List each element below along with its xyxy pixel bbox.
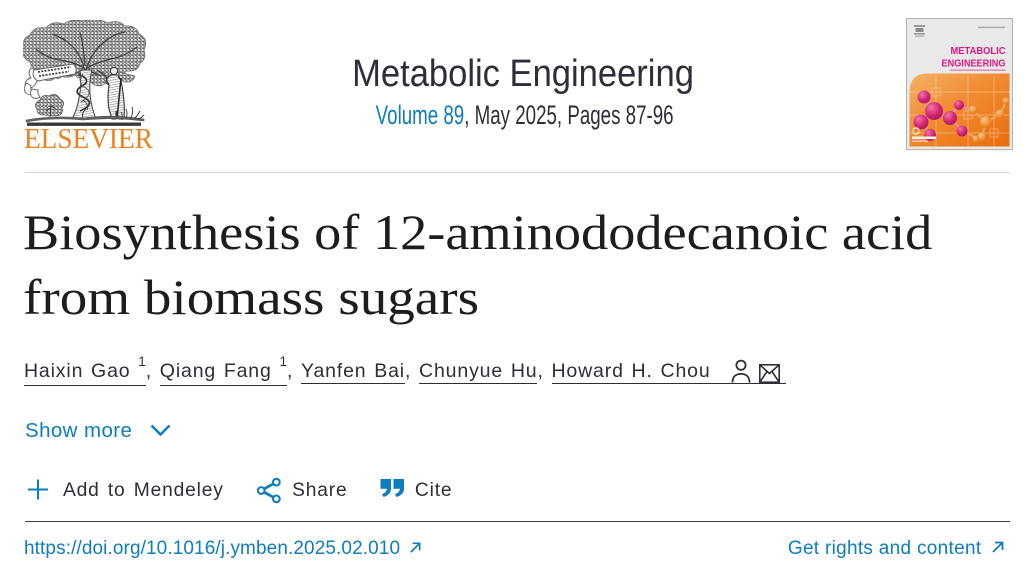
- svg-text:ENGINEERING: ENGINEERING: [942, 58, 1006, 70]
- svg-text:METABOLIC: METABOLIC: [951, 45, 1006, 57]
